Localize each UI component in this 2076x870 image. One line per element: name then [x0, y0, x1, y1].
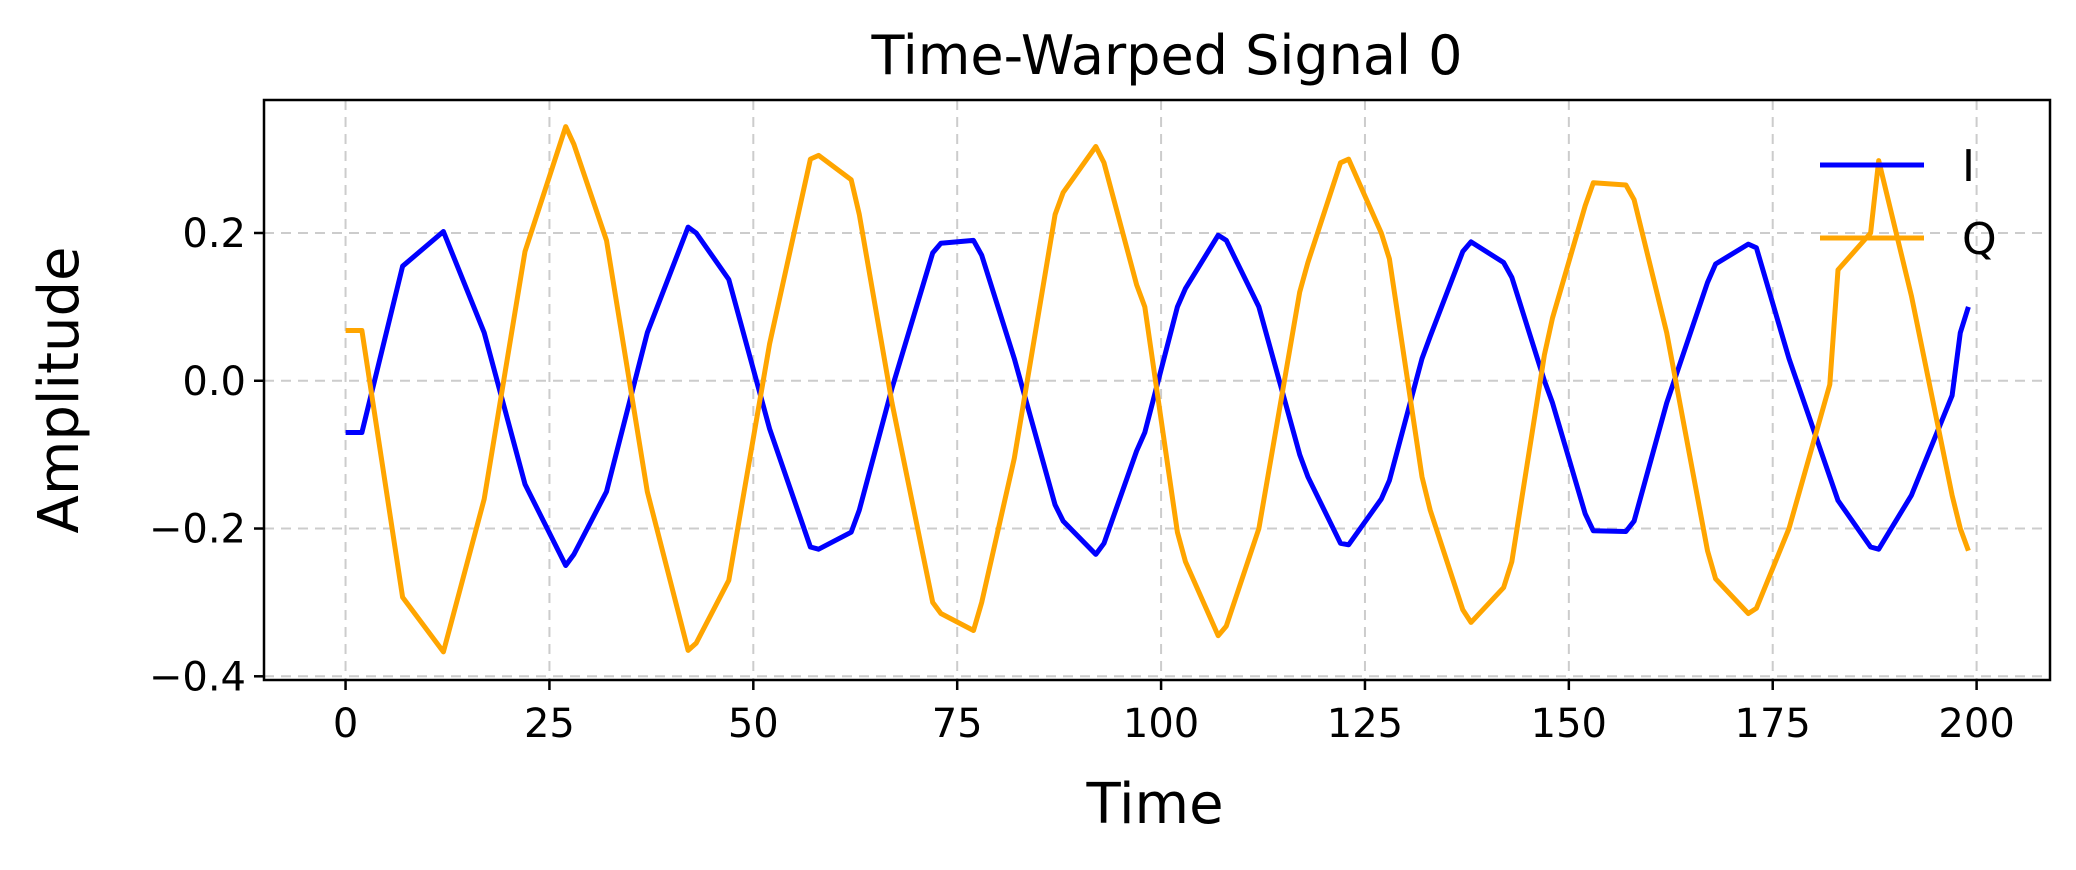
chart-title: Time-Warped Signal 0: [870, 24, 1462, 87]
x-tick-label: 75: [932, 701, 983, 747]
series-line-i: [345, 224, 1971, 568]
series-line-q: [345, 124, 1971, 655]
y-tick-label: −0.2: [149, 507, 246, 553]
plot-frame: [262, 98, 2052, 682]
x-tick-label: 50: [728, 701, 779, 747]
legend-label-q: Q: [1962, 214, 1997, 265]
x-tick-label: 175: [1735, 701, 1811, 747]
y-tick-label: 0.0: [182, 359, 246, 405]
x-tick-label: 150: [1531, 701, 1607, 747]
x-axis-label: Time: [1085, 772, 1223, 837]
x-tick-label: 125: [1327, 701, 1403, 747]
x-tick-label: 25: [524, 701, 575, 747]
legend-label-i: I: [1962, 141, 1975, 192]
legend: I Q: [1820, 141, 1997, 265]
x-tick-label: 200: [1938, 701, 2014, 747]
axis-ticks: 0 25 50 75 100 125 150 175 200 −0.4 −0.2 0.0 0.2: [149, 211, 2015, 747]
y-axis-label: Amplitude: [27, 247, 92, 534]
x-tick-label: 0: [333, 701, 358, 747]
x-tick-label: 100: [1123, 701, 1199, 747]
series-lines: [345, 124, 1971, 655]
y-tick-label: 0.2: [182, 211, 246, 257]
y-tick-label: −0.4: [149, 654, 246, 700]
